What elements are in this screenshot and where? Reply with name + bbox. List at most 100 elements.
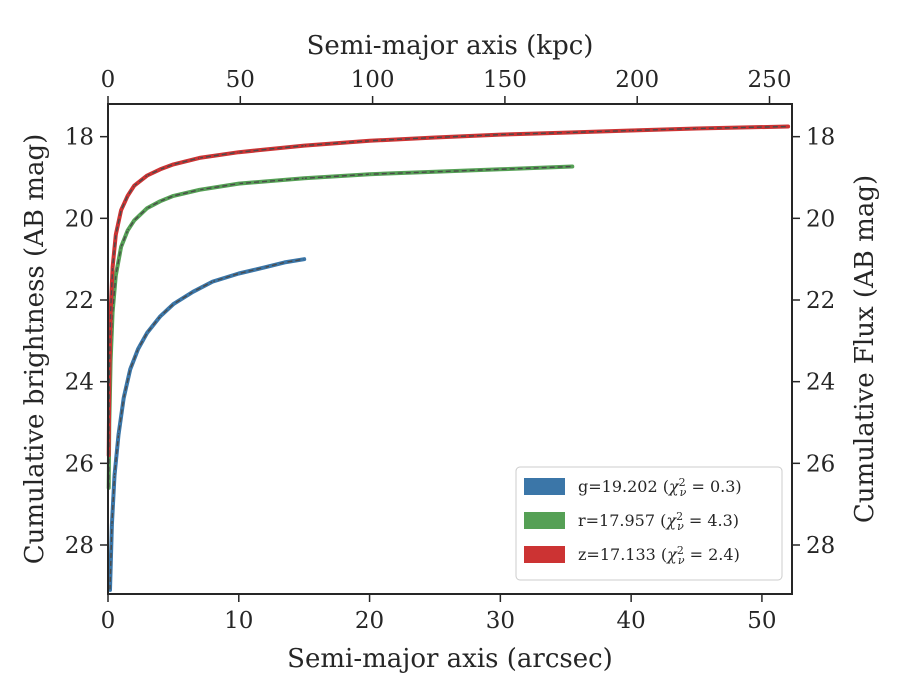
series-line-2	[106, 124, 791, 458]
legend-box	[515, 466, 783, 581]
series-point-1	[198, 188, 201, 191]
x-tick-label: 20	[355, 608, 384, 634]
series-point-0	[117, 433, 120, 436]
series-point-2	[630, 129, 632, 132]
series-point-0	[122, 397, 125, 399]
series-point-2	[368, 139, 371, 142]
legend-part-nu: ν	[680, 486, 687, 499]
series-point-1	[133, 219, 135, 222]
legend-part-sup: 2	[679, 476, 686, 489]
series-point-1	[237, 182, 240, 185]
series-point-2	[111, 266, 114, 269]
series-point-2	[237, 151, 240, 153]
legend-part-chi: χ	[668, 477, 680, 496]
legend: g=19.202 (χ2 ν = 0.3)r=17.957 (χ2 ν = 4.3)…	[515, 466, 783, 581]
series-point-2	[434, 136, 436, 139]
legend-part-sup: 2	[676, 510, 683, 523]
x2-tick-label: 250	[748, 67, 792, 93]
series-point-1	[303, 177, 305, 180]
series-point-1	[499, 168, 502, 171]
x-tick-label: 0	[101, 608, 116, 634]
series-point-2	[787, 125, 789, 128]
y2-tick-label: 24	[806, 370, 835, 396]
x2-tick-label: 200	[615, 67, 659, 93]
series-point-0	[264, 266, 266, 269]
y-tick-label: 20	[65, 206, 94, 232]
x-axis-title: Semi-major axis (arcsec)	[287, 644, 613, 674]
series-point-1	[159, 200, 162, 202]
series-point-1	[368, 173, 371, 176]
legend-part-chi: χ	[666, 545, 678, 564]
series-point-2	[198, 157, 201, 159]
legend-part-nu: ν	[678, 554, 685, 567]
x-tick-label: 50	[747, 608, 776, 634]
y-tick-label: 26	[65, 451, 94, 477]
series-point-0	[129, 368, 132, 371]
legend-swatch-1	[524, 512, 565, 529]
legend-part-eq: = 2.4)	[685, 545, 740, 564]
legend-label-2: z=17.133 (χ2 ν = 2.4)	[578, 544, 740, 567]
series-point-0	[113, 474, 116, 477]
series-point-0	[303, 258, 305, 260]
series-point-0	[237, 272, 240, 275]
series-point-0	[159, 315, 162, 318]
series-line-1	[106, 164, 575, 490]
series-point-1	[146, 207, 149, 209]
y-tick-label: 28	[65, 533, 94, 559]
series-point-2	[564, 131, 567, 134]
x-tick-label: 40	[616, 608, 645, 634]
series-point-1	[172, 195, 175, 197]
series-fit-line-1	[108, 165, 573, 488]
y2-tick-label: 22	[806, 288, 835, 314]
series-point-0	[109, 589, 111, 591]
series-point-1	[120, 246, 122, 248]
legend-part-nu: ν	[677, 520, 684, 533]
series-point-2	[133, 184, 135, 187]
y2-tick-label: 28	[806, 533, 835, 559]
legend-part-band: g=19.202 (	[578, 477, 669, 496]
legend-label-1: r=17.957 (χ2 ν = 4.3)	[578, 510, 739, 533]
series-point-2	[159, 168, 162, 171]
series-point-2	[126, 195, 129, 197]
legend-part-chi: χ	[665, 511, 677, 530]
y-tick-label: 22	[65, 288, 94, 314]
legend-part-band: z=17.133 (	[578, 545, 667, 564]
x2-tick-label: 150	[483, 67, 527, 93]
plot-frame	[107, 103, 793, 595]
x2-axis-title: Semi-major axis (kpc)	[307, 31, 594, 61]
series-point-2	[146, 174, 149, 177]
series-point-1	[571, 165, 574, 168]
legend-label-0: g=19.202 (χ2 ν = 0.3)	[578, 476, 742, 499]
x2-tick-label: 50	[226, 67, 255, 93]
series-point-1	[115, 274, 117, 277]
series-fit-line-0	[109, 258, 305, 590]
legend-part-band: r=17.957 (	[578, 511, 666, 530]
series-line-0	[108, 257, 307, 592]
series-point-0	[146, 331, 149, 334]
legend-part-eq: = 0.3)	[686, 477, 741, 496]
series-point-2	[109, 311, 112, 314]
y-tick-label: 18	[65, 125, 94, 151]
x2-tick-label: 0	[101, 67, 116, 93]
legend-part-sup: 2	[677, 544, 684, 557]
series-point-2	[115, 233, 117, 236]
legend-swatch-0	[524, 478, 565, 495]
series-point-1	[434, 170, 436, 173]
legend-swatch-2	[524, 546, 565, 563]
series-point-0	[283, 261, 286, 264]
series-point-2	[499, 133, 502, 136]
y2-tick-label: 20	[806, 206, 835, 232]
series-point-0	[111, 523, 113, 526]
x2-tick-label: 100	[351, 67, 395, 93]
series-point-0	[192, 291, 194, 293]
y-axis-title: Cumulative brightness (AB mag)	[20, 134, 50, 565]
x-tick-label: 30	[486, 608, 515, 634]
series-point-2	[172, 163, 175, 166]
series-point-0	[137, 348, 139, 350]
y2-tick-label: 18	[806, 125, 835, 151]
x-tick-label: 10	[224, 608, 253, 634]
legend-part-eq: = 4.3)	[684, 511, 739, 530]
series-point-0	[211, 280, 214, 283]
